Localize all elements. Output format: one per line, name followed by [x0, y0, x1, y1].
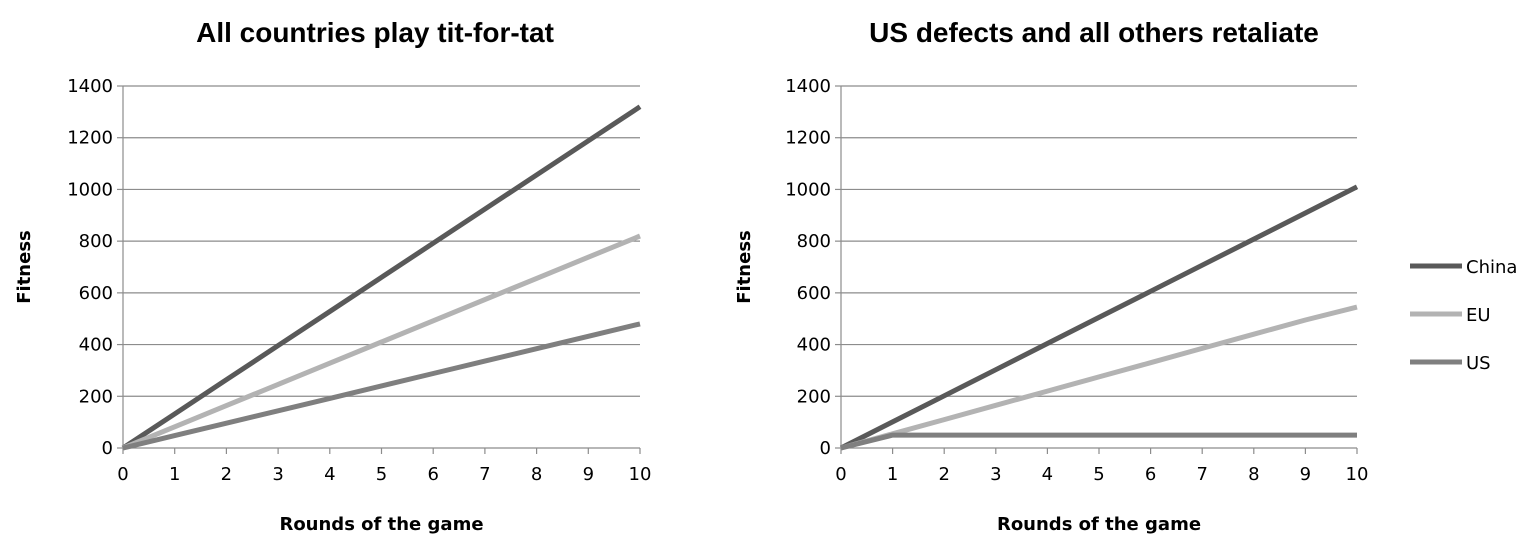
- y-tick-label: 200: [797, 386, 831, 407]
- y-tick-label: 400: [797, 335, 831, 356]
- x-tick-label: 0: [117, 464, 128, 485]
- y-tick-label: 400: [79, 335, 113, 356]
- y-tick-label: 0: [102, 438, 113, 459]
- x-tick-label: 2: [938, 464, 949, 485]
- y-tick-label: 1200: [785, 128, 831, 149]
- legend-label-china: China: [1466, 257, 1517, 278]
- x-tick-label: 5: [1093, 464, 1104, 485]
- series-line-us: [840, 432, 1357, 451]
- legend: China EU US: [1410, 257, 1517, 374]
- x-tick-label: 3: [990, 464, 1001, 485]
- y-axis-label: Fitness: [14, 230, 35, 304]
- x-tick-label: 7: [479, 464, 490, 485]
- legend-label-eu: EU: [1466, 305, 1491, 326]
- chart-left: 0 200 400 600 800 1000 1200 1400 0 1 2 3 4 5 6 7 8 9 10 All…: [14, 17, 651, 535]
- x-tick-label: 10: [629, 464, 652, 485]
- x-tick-label: 3: [272, 464, 283, 485]
- chart-title: All countries play tit-for-tat: [196, 17, 554, 48]
- x-tick-label: 7: [1196, 464, 1207, 485]
- y-tick-label: 1000: [785, 179, 831, 200]
- x-tick-label: 9: [1300, 464, 1311, 485]
- x-tick-label: 4: [324, 464, 335, 485]
- y-axis-label: Fitness: [734, 230, 755, 304]
- series-line-eu: [840, 304, 1358, 451]
- x-tick-label: 1: [169, 464, 180, 485]
- y-tick-label: 600: [79, 283, 113, 304]
- series-line-us: [122, 321, 641, 451]
- x-tick-label: 6: [427, 464, 438, 485]
- y-tick-label: 1000: [67, 179, 113, 200]
- x-tick-label: 8: [531, 464, 542, 485]
- series-line-china: [121, 104, 642, 451]
- x-tick-label: 8: [1248, 464, 1259, 485]
- x-tick-label: 1: [887, 464, 898, 485]
- y-tick-label: 800: [79, 231, 113, 252]
- y-tick-label: 1400: [785, 76, 831, 97]
- x-tick-label: 2: [221, 464, 232, 485]
- x-tick-label: 0: [835, 464, 846, 485]
- y-tick-label: 200: [79, 386, 113, 407]
- series-line-china: [839, 184, 1359, 451]
- legend-label-us: US: [1466, 353, 1491, 374]
- x-tick-label: 6: [1145, 464, 1156, 485]
- y-tick-label: 600: [797, 283, 831, 304]
- x-tick-label: 4: [1042, 464, 1053, 485]
- chart-right: 0 200 400 600 800 1000 1200 1400 0 1 2 3 4 5 6 7 8 9 10 US …: [734, 17, 1368, 535]
- x-tick-label: 10: [1346, 464, 1369, 485]
- x-axis-label: Rounds of the game: [997, 514, 1201, 535]
- x-axis-label: Rounds of the game: [279, 514, 483, 535]
- x-tick-label: 9: [583, 464, 594, 485]
- y-tick-label: 1400: [67, 76, 113, 97]
- series-line-eu: [122, 233, 641, 451]
- chart-title: US defects and all others retaliate: [869, 17, 1319, 48]
- y-tick-label: 800: [797, 231, 831, 252]
- y-tick-label: 0: [820, 438, 831, 459]
- x-tick-label: 5: [376, 464, 387, 485]
- y-tick-label: 1200: [67, 128, 113, 149]
